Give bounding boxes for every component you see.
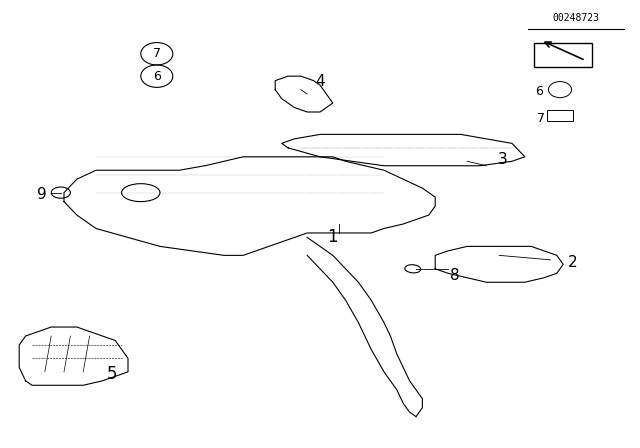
- Text: 8: 8: [449, 268, 460, 283]
- Text: 2: 2: [568, 254, 578, 270]
- Text: 5: 5: [107, 365, 117, 383]
- Text: 4: 4: [315, 74, 325, 89]
- Text: 00248723: 00248723: [552, 13, 600, 23]
- Text: 1: 1: [328, 228, 338, 246]
- Text: 9: 9: [36, 187, 47, 202]
- Text: 7: 7: [537, 112, 545, 125]
- Text: 6: 6: [536, 85, 543, 99]
- Text: 7: 7: [153, 47, 161, 60]
- Text: 6: 6: [153, 69, 161, 83]
- Text: 3: 3: [497, 151, 508, 167]
